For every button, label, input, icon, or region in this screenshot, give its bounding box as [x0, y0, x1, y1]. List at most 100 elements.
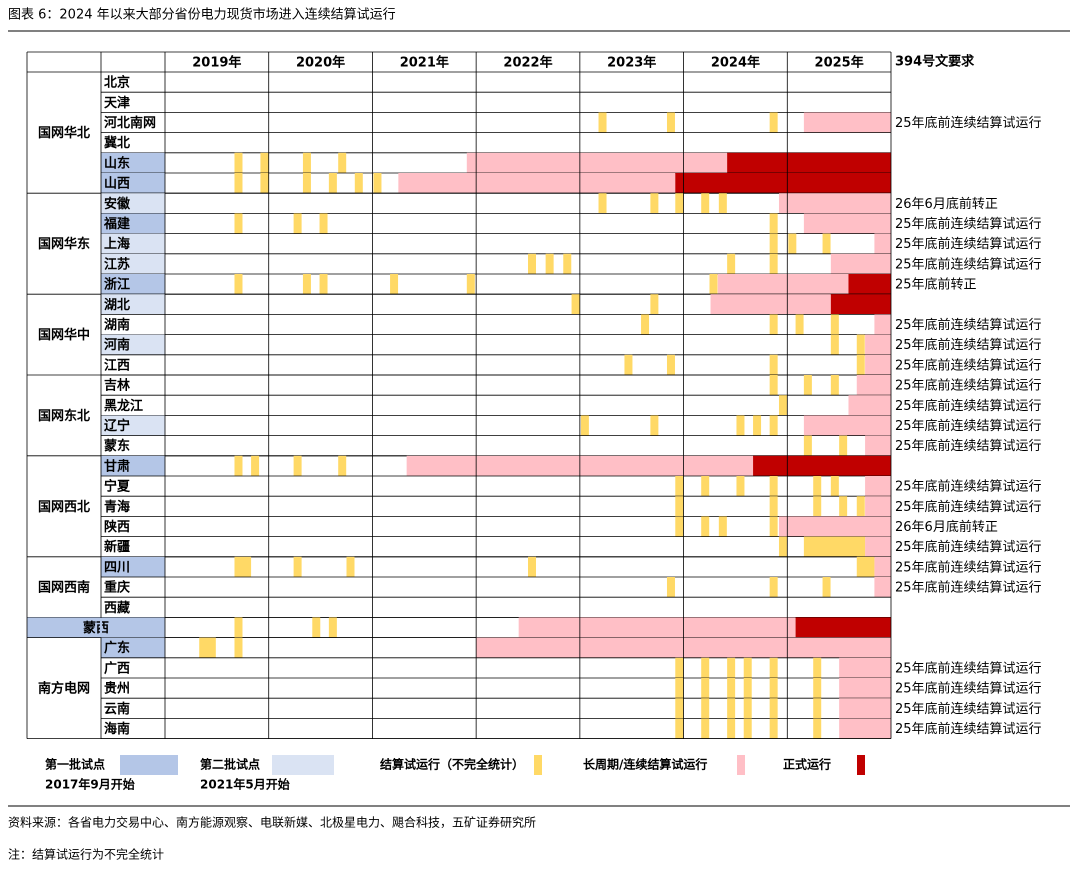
trial-tick: [563, 253, 572, 274]
batch-shade: [101, 637, 165, 658]
batch-shade: [101, 455, 165, 476]
trial-tick: [302, 173, 311, 194]
trial-tick: [727, 718, 736, 739]
trial-tick: [813, 698, 822, 719]
trial-tick: [354, 173, 363, 194]
long-run-bar: [874, 577, 891, 598]
trial-tick: [778, 395, 787, 416]
trial-tick: [769, 718, 778, 739]
long-run-bar: [518, 617, 796, 638]
requirement-note: 25年底前连续结算试运行: [895, 216, 1042, 232]
row-label: 宁夏: [104, 479, 131, 495]
trial-tick: [293, 213, 302, 234]
trial-tick: [234, 637, 243, 658]
trial-tick: [260, 173, 269, 194]
row-label: 海南: [104, 721, 130, 737]
trial-tick: [701, 193, 710, 214]
trial-tick: [624, 354, 633, 375]
row-label: 广西: [104, 660, 130, 676]
long-run-bar: [717, 274, 849, 295]
long-run-bar: [848, 395, 891, 416]
batch-shade: [101, 334, 165, 355]
trial-tick: [675, 193, 684, 214]
trial-tick: [718, 516, 727, 537]
trial-tick: [769, 657, 778, 678]
requirement-note: 25年底前连续结算试运行: [895, 418, 1042, 434]
row-label: 蒙东: [104, 438, 130, 454]
requirement-note: 25年底前连续结算试运行: [895, 660, 1042, 676]
trial-tick: [769, 496, 778, 517]
batch-shade: [101, 233, 165, 254]
batch-shade: [101, 173, 165, 194]
requirement-note: 25年底前连续结算试运行: [895, 317, 1042, 333]
chart-title: 图表 6：2024 年以来大部分省份电力现货市场进入连续结算试运行: [8, 7, 396, 23]
long-run-bar: [466, 152, 728, 173]
trial-tick: [727, 253, 736, 274]
requirement-note: 25年底前连续结算试运行: [895, 580, 1042, 596]
trial-tick: [302, 152, 311, 173]
long-run-bar: [803, 415, 891, 436]
trial-tick: [813, 718, 822, 739]
group-label: 国网华东: [38, 236, 90, 252]
trial-tick: [839, 496, 848, 517]
row-label: 西藏: [104, 600, 130, 616]
trial-tick: [302, 274, 311, 295]
trial-tick: [328, 617, 337, 638]
formal-run-bar: [830, 294, 891, 315]
requirement-note: 25年底前连续结算试运行: [895, 115, 1042, 131]
requirement-note: 25年底前连续结算试运行: [895, 378, 1042, 394]
trial-tick: [803, 435, 812, 456]
group-label: 国网华北: [38, 125, 90, 141]
requirement-note: 25年底前连续结算试运行: [895, 236, 1042, 252]
requirement-note: 26年6月底前转正: [895, 519, 998, 535]
requirement-note: 25年底前连续结算试运行: [895, 559, 1042, 575]
legend-swatch: [120, 755, 178, 775]
trial-tick: [795, 314, 804, 335]
long-run-bar: [803, 213, 891, 234]
row-label: 冀北: [104, 135, 130, 151]
requirement-note: 25年底前连续结算试运行: [895, 539, 1042, 555]
column-header: 2019年: [192, 55, 241, 71]
long-run-bar: [839, 657, 891, 678]
trial-tick: [830, 314, 839, 335]
formal-run-bar: [848, 274, 891, 295]
trial-tick: [743, 678, 752, 699]
column-header: 2025年: [815, 55, 864, 71]
row-label: 吉林: [104, 378, 130, 394]
column-header: 2022年: [503, 55, 552, 71]
trial-tick: [251, 455, 260, 476]
long-run-bar: [874, 233, 891, 254]
trial-tick: [830, 375, 839, 396]
merged-cell-cover: [100, 617, 102, 638]
trial-tick: [234, 152, 243, 173]
trial-tick: [701, 698, 710, 719]
column-header: 2023年: [607, 55, 656, 71]
legend-swatch: [737, 755, 745, 775]
trial-tick: [319, 274, 328, 295]
trial-tick: [718, 193, 727, 214]
legend-swatch: [272, 755, 334, 775]
trial-tick: [769, 375, 778, 396]
row-label: 重庆: [104, 580, 130, 596]
row-label: 贵州: [104, 681, 130, 697]
trial-tick: [709, 274, 718, 295]
long-run-bar: [865, 334, 891, 355]
formal-run-bar: [727, 152, 891, 173]
trial-tick: [338, 152, 347, 173]
long-run-bar: [865, 354, 891, 375]
note-header: 394号文要求: [895, 54, 975, 70]
trial-tick: [769, 577, 778, 598]
long-run-bar: [856, 375, 891, 396]
group-label: 国网西北: [38, 500, 90, 515]
trial-tick: [666, 577, 675, 598]
group-label: 南方电网: [38, 681, 90, 697]
trial-tick: [675, 476, 684, 497]
formal-run-bar: [753, 455, 891, 476]
trial-tick: [813, 657, 822, 678]
row-label: 江西: [104, 357, 130, 373]
long-run-bar: [803, 112, 891, 133]
row-label: 四川: [104, 560, 130, 575]
trial-tick: [666, 112, 675, 133]
legend-label: 长周期/连续结算试运行: [583, 757, 707, 772]
trial-tick: [528, 253, 536, 274]
